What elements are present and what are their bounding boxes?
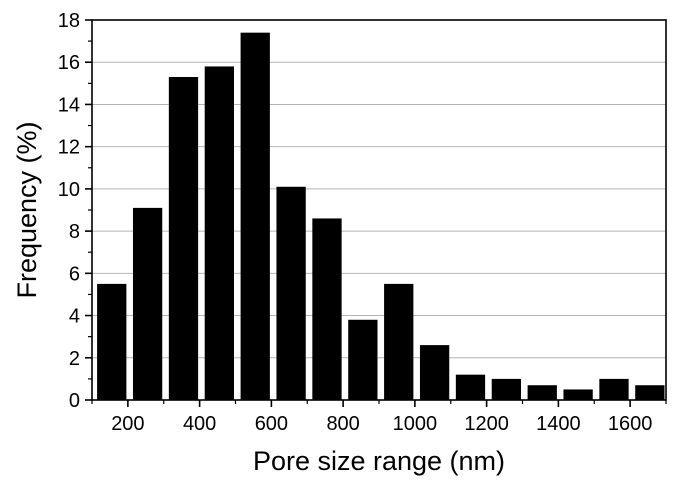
y-axis-title: Frequency (%) bbox=[12, 121, 42, 298]
y-tick-label: 6 bbox=[69, 263, 80, 285]
tick-labels: 0 2 4 6 8 10 12 14 16 18 200 400 600 800 1000 1200 1400 1… bbox=[58, 10, 653, 435]
y-tick-label: 10 bbox=[58, 179, 80, 201]
bars bbox=[97, 32, 665, 401]
x-tick-label: 1000 bbox=[393, 413, 438, 435]
x-tick-label: 1400 bbox=[536, 413, 581, 435]
bar bbox=[168, 77, 199, 400]
bar bbox=[491, 378, 521, 400]
bar bbox=[455, 374, 486, 400]
bar bbox=[563, 389, 593, 400]
y-tick-label: 18 bbox=[58, 10, 80, 32]
x-tick-label: 600 bbox=[255, 413, 288, 435]
x-tick-label: 200 bbox=[111, 413, 144, 435]
bar bbox=[240, 32, 270, 401]
axis-ticks bbox=[85, 19, 667, 407]
x-tick-label: 400 bbox=[183, 413, 216, 435]
bar bbox=[384, 283, 414, 400]
bar bbox=[599, 378, 629, 400]
y-tick-label: 2 bbox=[69, 348, 80, 370]
y-tick-label: 16 bbox=[58, 52, 80, 74]
y-tick-label: 14 bbox=[58, 94, 80, 116]
x-axis-title: Pore size range (nm) bbox=[253, 446, 505, 476]
x-tick-label: 1200 bbox=[464, 413, 509, 435]
y-tick-label: 0 bbox=[69, 390, 80, 412]
bar bbox=[348, 319, 378, 400]
bar bbox=[204, 66, 234, 400]
x-tick-label: 800 bbox=[326, 413, 359, 435]
bar bbox=[635, 385, 665, 400]
bar bbox=[527, 385, 557, 400]
bar bbox=[312, 218, 342, 400]
bar bbox=[276, 186, 306, 400]
y-tick-label: 12 bbox=[58, 137, 80, 159]
bar bbox=[97, 283, 127, 400]
y-tick-label: 4 bbox=[69, 306, 80, 328]
x-tick-label: 1600 bbox=[608, 413, 653, 435]
bar bbox=[419, 345, 450, 400]
bar bbox=[132, 207, 163, 400]
y-tick-label: 8 bbox=[69, 221, 80, 243]
